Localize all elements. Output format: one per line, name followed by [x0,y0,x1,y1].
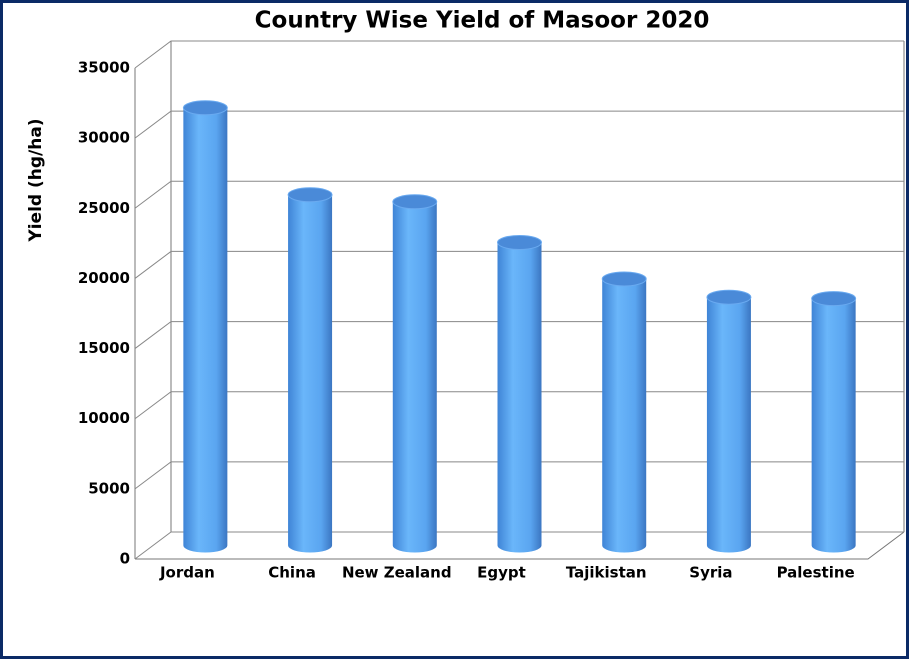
x-tick-label: Egypt [477,564,526,582]
grid-line [134,461,904,490]
y-tick-label: 10000 [78,409,130,427]
y-tick-label: 15000 [78,339,130,357]
y-tick-label: 25000 [78,199,130,217]
y-tick-label: 20000 [78,269,130,287]
bar-top [182,100,228,116]
bar [811,291,857,553]
bar-body [497,242,542,553]
bar-top [706,289,752,305]
floor-edge [135,531,905,560]
bar-body [706,297,751,553]
y-tick-label: 0 [120,550,130,568]
x-tick-label: New Zealand [342,564,452,582]
x-tick-label: Jordan [159,564,215,582]
axes [134,41,905,560]
y-axis-label: Yield (hg/ha) [26,118,46,242]
bar-top [811,291,857,307]
bar-top [601,271,647,287]
bar-body [183,107,228,553]
bar-body [602,278,647,553]
grid-line [134,321,904,349]
y-tick-label: 35000 [78,59,130,77]
x-tick-label: China [268,564,316,582]
bar [287,187,333,553]
bar-top [392,194,438,210]
bar [497,234,542,553]
x-tick-label: Tajikistan [566,564,647,582]
bar [706,289,752,553]
grid-line [134,391,904,420]
grid-line [134,531,904,560]
x-tick-label: Syria [689,564,732,582]
grid-line [134,110,904,139]
grid-line [134,40,904,69]
bar-top [497,234,542,250]
chart-title: Country Wise Yield of Masoor 2020 [255,8,710,34]
y-tick-label: 5000 [88,479,130,497]
bar-body [811,298,856,553]
grid-line [134,180,904,209]
bar [392,194,438,553]
bar-body [288,194,333,553]
bar [601,271,647,553]
y-tick-label: 30000 [78,129,130,147]
grid-line [134,250,904,279]
bar [182,100,228,553]
bar-top [287,187,333,203]
bar-body [392,201,437,553]
x-tick-label: Palestine [777,564,855,582]
